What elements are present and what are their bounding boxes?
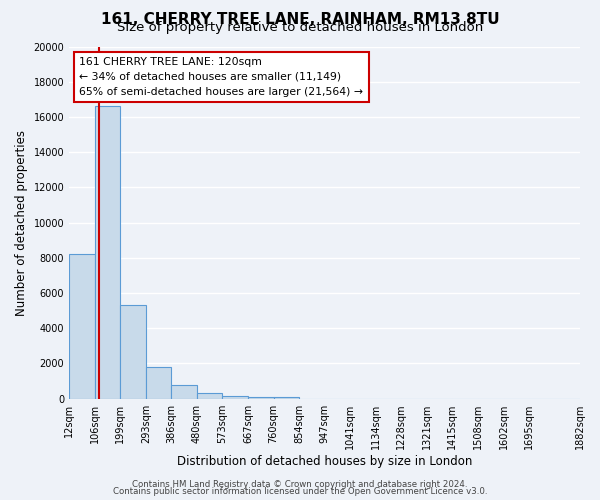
Bar (248, 397, 274, 398)
Text: Contains HM Land Registry data © Crown copyright and database right 2024.: Contains HM Land Registry data © Crown c… (132, 480, 468, 489)
Text: Size of property relative to detached houses in London: Size of property relative to detached ho… (117, 22, 483, 35)
Y-axis label: Number of detached properties: Number of detached properties (15, 130, 28, 316)
Text: Contains public sector information licensed under the Open Government Licence v3: Contains public sector information licen… (113, 487, 487, 496)
Text: 161 CHERRY TREE LANE: 120sqm
← 34% of detached houses are smaller (11,149)
65% o: 161 CHERRY TREE LANE: 120sqm ← 34% of de… (79, 57, 364, 96)
Bar (197, 394, 223, 398)
Bar (172, 386, 197, 398)
Text: 161, CHERRY TREE LANE, RAINHAM, RM13 8TU: 161, CHERRY TREE LANE, RAINHAM, RM13 8TU (101, 12, 499, 26)
Bar (69, 254, 95, 398)
Bar (223, 396, 248, 398)
Bar (274, 397, 299, 398)
Bar (120, 306, 146, 398)
Bar (95, 106, 120, 399)
Bar (146, 367, 172, 398)
X-axis label: Distribution of detached houses by size in London: Distribution of detached houses by size … (177, 454, 472, 468)
